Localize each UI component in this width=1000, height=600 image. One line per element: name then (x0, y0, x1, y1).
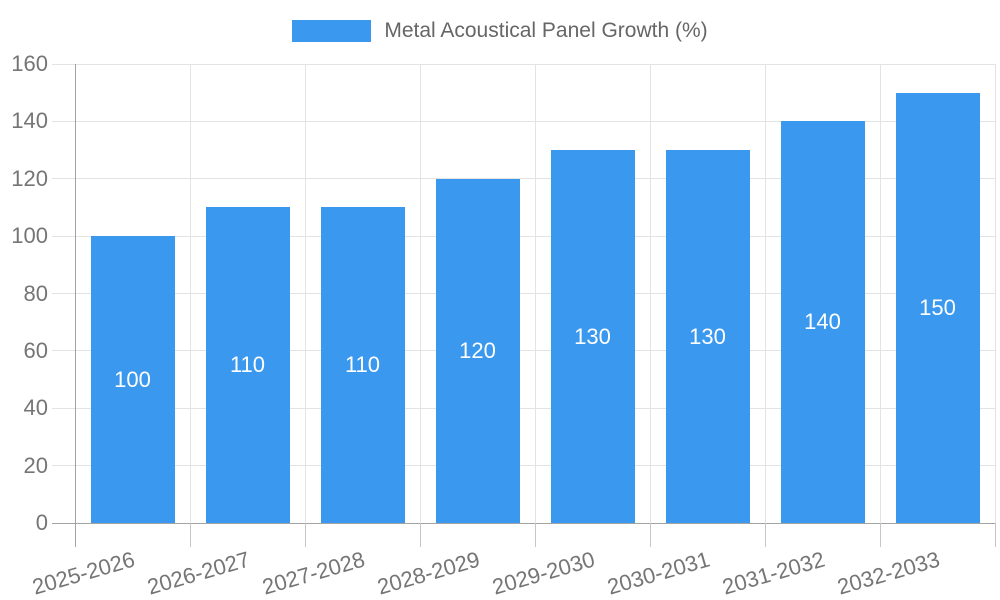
y-axis-tick-label: 100 (11, 223, 48, 249)
y-axis-tick-label: 80 (23, 280, 48, 306)
v-gridline (994, 64, 996, 523)
bar-value-label: 130 (689, 323, 726, 349)
h-gridline (52, 350, 995, 352)
bar-2032-2033[interactable] (895, 92, 980, 523)
y-axis-tick-label: 60 (23, 337, 48, 363)
x-axis-label: 2032-2033 (834, 546, 943, 600)
v-gridline (419, 64, 421, 523)
bar-2027-2028[interactable] (320, 207, 405, 523)
x-axis-tick (764, 523, 766, 547)
y-axis-tick-label: 160 (11, 51, 48, 76)
x-axis-label: 2027-2028 (259, 546, 368, 600)
bar-2028-2029[interactable] (435, 178, 520, 523)
y-axis-tick-label: 120 (11, 165, 48, 191)
bar-value-label: 110 (344, 352, 381, 378)
h-gridline (52, 235, 995, 237)
y-axis-tick-label: 20 (23, 452, 48, 478)
h-gridline (52, 120, 995, 122)
x-axis-tick (534, 523, 536, 547)
x-axis-line (52, 522, 995, 524)
bar-2031-2032[interactable] (780, 121, 865, 523)
x-axis-label: 2031-2032 (719, 546, 828, 600)
y-axis-tick-label: 40 (23, 395, 48, 421)
y-axis-tick-label: 0 (35, 510, 48, 535)
legend-swatch-icon (292, 20, 372, 42)
bar-2026-2027[interactable] (205, 207, 290, 523)
bar-value-label: 150 (919, 294, 956, 320)
h-gridline (52, 407, 995, 409)
y-axis-line (74, 64, 76, 547)
h-gridline (52, 293, 995, 294)
x-axis-label: 2028-2029 (374, 546, 483, 600)
bar-value-label: 130 (574, 323, 611, 349)
x-axis-tick (419, 523, 421, 547)
v-gridline (879, 64, 881, 523)
h-gridline (52, 178, 995, 180)
x-axis-label: 2026-2027 (144, 546, 253, 600)
bar-value-label: 120 (459, 337, 496, 363)
y-axis-tick-label: 140 (11, 108, 48, 134)
bar-2025-2026[interactable] (90, 236, 175, 523)
v-gridline (304, 64, 306, 523)
x-axis-label: 2025-2026 (29, 546, 138, 600)
h-gridline (52, 465, 995, 467)
legend-label: Metal Acoustical Panel Growth (%) (384, 19, 708, 42)
x-axis-tick (994, 523, 996, 547)
bar-2030-2031[interactable] (665, 150, 750, 523)
bar-2029-2030[interactable] (550, 150, 635, 523)
x-axis-tick (649, 523, 651, 547)
x-axis-tick (189, 523, 191, 547)
bar-value-label: 100 (114, 366, 151, 392)
v-gridline (649, 64, 651, 523)
v-gridline (189, 64, 191, 523)
x-axis-label: 2030-2031 (604, 546, 713, 600)
x-axis-tick (879, 523, 881, 547)
x-axis-label: 2029-2030 (489, 546, 598, 600)
bar-value-label: 140 (804, 309, 841, 335)
legend[interactable]: Metal Acoustical Panel Growth (%) (0, 17, 1000, 45)
v-gridline (534, 64, 536, 523)
h-gridline (52, 63, 995, 65)
bar-value-label: 110 (229, 352, 266, 378)
v-gridline (764, 64, 766, 523)
x-axis-tick (304, 523, 306, 547)
